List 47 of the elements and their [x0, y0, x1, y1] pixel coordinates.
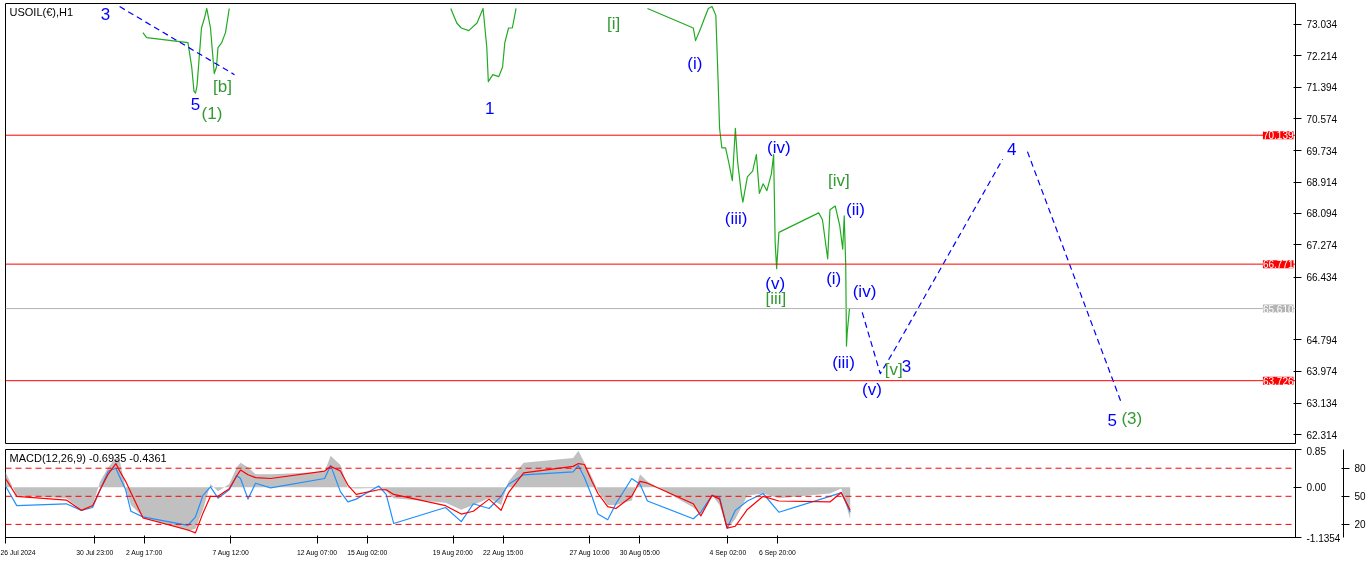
ref-line-label: 63.726 [1262, 375, 1294, 387]
y-tick-label: 0.85 [1306, 445, 1327, 457]
y-tick-label: 72.214 [1306, 50, 1338, 62]
y-tick-label: 69.734 [1306, 145, 1338, 157]
ref-line-label: 70.139 [1262, 130, 1294, 142]
line-series [450, 7, 517, 83]
y-tick-label: 64.794 [1306, 334, 1338, 346]
annotation: [b] [213, 76, 232, 96]
y2-tick-label: 80 [1354, 463, 1366, 475]
y-tick-label: 63.134 [1306, 398, 1338, 410]
y-tick-label: 63.974 [1306, 366, 1338, 378]
annotation: (iv) [767, 138, 791, 158]
annotation: (i) [826, 268, 842, 288]
y-tick-label: 68.914 [1306, 177, 1338, 189]
annotation: 5 [1107, 411, 1118, 431]
y2-tick-label: 20 [1354, 519, 1366, 531]
y-tick-label: 66.434 [1306, 272, 1338, 284]
line-series [142, 7, 230, 94]
y-tick-label: 0.00 [1306, 482, 1327, 494]
y-tick-label: 62.314 [1306, 429, 1338, 441]
annotation: (iii) [724, 209, 748, 229]
y-tick-label: -1.1354 [1306, 532, 1341, 544]
annotation: [iv] [828, 171, 850, 191]
y-tick-label: 68.094 [1306, 208, 1338, 220]
y-tick-label: 70.574 [1306, 113, 1338, 125]
annotation: (ii) [846, 200, 865, 220]
y-tick-label: 71.394 [1306, 82, 1338, 94]
y-tick-label: 73.034 [1306, 19, 1338, 31]
annotation: 4 [1006, 139, 1017, 159]
annotation: [i] [607, 13, 621, 33]
y2-tick-label: 50 [1354, 491, 1366, 503]
annotation: (iv) [852, 282, 877, 302]
annotation: (3) [1121, 408, 1143, 428]
annotation: (1) [201, 104, 223, 124]
chart-title: MACD(12,26,9) -0.6935 -0.4361 [9, 451, 167, 464]
chart-title: USOIL(€),H1 [9, 5, 74, 18]
annotation: [v] [884, 360, 903, 380]
annotation: (v) [862, 379, 882, 399]
annotation: (i) [687, 54, 703, 74]
annotation: 3 [901, 356, 912, 376]
ref-line-label: 66.771 [1262, 259, 1294, 271]
annotation: 1 [485, 99, 495, 118]
annotation: 3 [100, 5, 111, 25]
ref-line-label: 65.610 [1262, 303, 1294, 315]
annotation: 5 [190, 94, 201, 114]
annotation: (iii) [832, 352, 855, 372]
y-tick-label: 67.274 [1306, 239, 1338, 251]
